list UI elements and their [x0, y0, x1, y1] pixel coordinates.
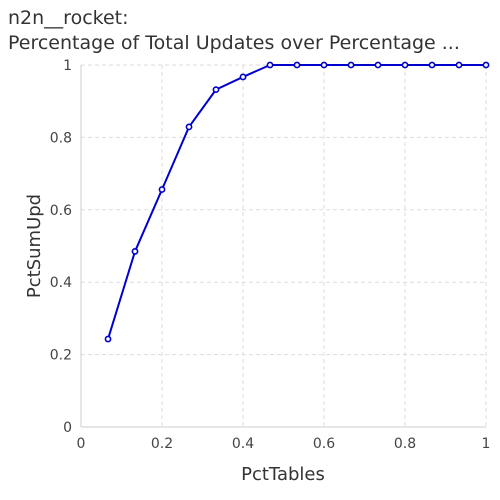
y-tick-label: 0.6 [50, 203, 72, 219]
x-tick-label: 0.2 [151, 436, 173, 452]
data-point [347, 61, 355, 69]
data-point [131, 248, 139, 255]
chart-title-line-2: Percentage of Total Updates over Percent… [8, 32, 460, 54]
x-tick-label: 0.6 [313, 436, 335, 452]
data-point [374, 61, 382, 69]
data-point [185, 123, 193, 131]
y-tick-label: 0.4 [50, 275, 72, 291]
y-tick-label: 0.2 [50, 348, 72, 364]
y-tick-label: 1 [63, 58, 72, 74]
tick-labels: 0 0.2 0.4 0.6 0.8 1 0 0.2 0.4 0.6 0.8 1 [50, 58, 491, 452]
data-point [455, 61, 463, 69]
data-point [401, 61, 409, 69]
chart-title-line-1: n2n__rocket: [8, 7, 129, 29]
x-tick-label: 0 [77, 436, 86, 452]
y-tick-label: 0 [63, 420, 72, 436]
data-point [212, 86, 220, 94]
data-point [158, 186, 166, 193]
axes [80, 65, 486, 428]
data-point [239, 73, 247, 81]
y-tick-label: 0.8 [50, 130, 72, 146]
data-point [266, 61, 274, 69]
data-point [293, 61, 301, 69]
data-points [104, 61, 490, 343]
x-axis-label: PctTables [241, 464, 325, 485]
data-point [482, 61, 490, 69]
data-point [320, 61, 328, 69]
series-line [107, 64, 486, 340]
x-tick-label: 0.8 [394, 436, 416, 452]
y-axis-label: PctSumUpd [24, 194, 45, 298]
data-point [104, 335, 112, 343]
data-point [428, 61, 436, 69]
x-tick-label: 0.4 [232, 436, 254, 452]
grid-lines [80, 64, 487, 428]
chart-title: n2n__rocket: Percentage of Total Updates… [8, 6, 498, 56]
x-tick-label: 1 [482, 436, 491, 452]
